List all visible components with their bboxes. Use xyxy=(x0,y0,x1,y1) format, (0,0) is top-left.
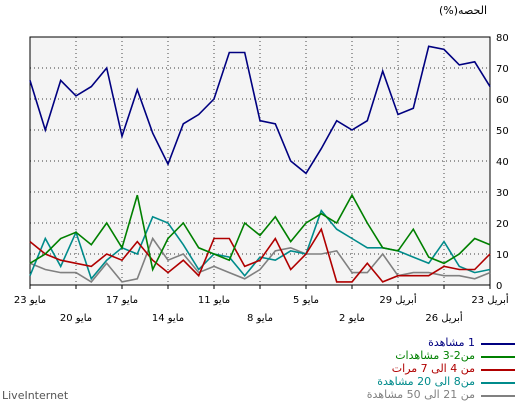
y-tick-label: 60 xyxy=(496,95,509,106)
y-tick-label: 50 xyxy=(496,126,509,137)
legend-entry-1-view: 1 مشاهدة xyxy=(380,336,515,350)
legend-swatch xyxy=(481,356,515,358)
x-tick-label: 11 مايو xyxy=(198,295,230,306)
y-tick-label: 40 xyxy=(496,157,509,168)
x-tick-label: 14 مايو xyxy=(152,313,184,324)
legend-entry-4-7-times: من 4 الى 7 مرات xyxy=(380,362,515,376)
y-tick-label: 30 xyxy=(496,188,509,199)
legend-entry-8-20-views: من8 الى 20 مشاهدة xyxy=(377,375,515,389)
legend-entry-2-3-views: من2-3 مشاهدات xyxy=(380,349,515,363)
legend-swatch xyxy=(481,382,515,384)
x-tick-label: 2 مايو xyxy=(339,313,365,324)
legend: 1 مشاهدة من2-3 مشاهدات من 4 الى 7 مرات م… xyxy=(367,336,515,402)
series-line xyxy=(29,236,491,283)
x-tick-label: 20 مايو xyxy=(60,313,92,324)
x-tick-label: 29 أبريل xyxy=(379,293,417,306)
x-tick-label: 23 أبريل xyxy=(471,293,509,306)
liveinternet-watermark: LiveInternet xyxy=(2,389,69,402)
series-line xyxy=(29,227,491,283)
y-tick-label: 80 xyxy=(496,33,509,44)
x-tick-label: 26 أبريل xyxy=(425,311,463,324)
legend-label: من 4 الى 7 مرات xyxy=(391,362,475,375)
legend-label: من8 الى 20 مشاهدة xyxy=(377,375,475,388)
y-tick-label: 70 xyxy=(496,64,509,75)
series-line xyxy=(29,209,491,281)
legend-label: من 21 الى 50 مشاهدة xyxy=(366,388,475,401)
series-line xyxy=(29,193,491,272)
legend-swatch xyxy=(481,369,515,371)
y-tick-label: 20 xyxy=(496,219,509,230)
x-tick-label: 23 مايو xyxy=(14,295,46,306)
legend-swatch xyxy=(481,343,515,345)
legend-swatch xyxy=(481,395,515,397)
x-tick-label: 17 مايو xyxy=(106,295,138,306)
x-tick-label: 5 مايو xyxy=(293,295,319,306)
x-tick-label: 8 مايو xyxy=(247,313,273,324)
series-line xyxy=(29,45,491,175)
y-tick-label: 10 xyxy=(496,250,509,261)
y-axis-title: الحصه(%) xyxy=(439,4,487,17)
legend-label: من2-3 مشاهدات xyxy=(395,349,475,362)
legend-entry-21-50-views: من 21 الى 50 مشاهدة xyxy=(367,388,515,402)
legend-label: 1 مشاهدة xyxy=(428,336,475,349)
y-tick-label: 0 xyxy=(496,281,502,292)
